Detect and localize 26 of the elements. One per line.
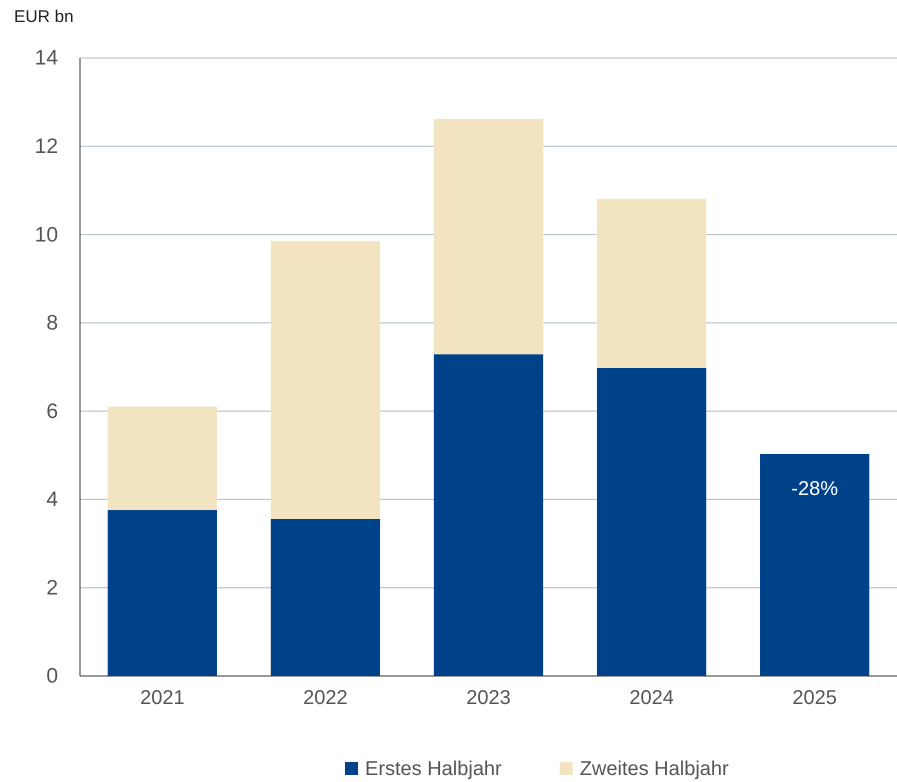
x-tick-label: 2025 (792, 687, 837, 710)
x-tick-label: 2021 (140, 687, 185, 710)
bar (434, 118, 544, 354)
bar (108, 406, 217, 510)
legend-label: Erstes Halbjahr (365, 758, 502, 780)
bar (270, 518, 380, 676)
bar (108, 510, 217, 676)
legend-label: Zweites Halbjahr (580, 758, 730, 780)
x-tick-label: 2022 (303, 687, 348, 710)
y-tick-label: 12 (34, 135, 58, 158)
y-tick-label: 8 (46, 312, 58, 335)
x-tick-label: 2023 (466, 687, 511, 710)
bar (434, 354, 544, 676)
bar (760, 454, 870, 676)
bar (596, 368, 706, 676)
y-tick-label: 10 (34, 223, 58, 246)
y-tick-label: 4 (46, 488, 58, 512)
bar (596, 198, 706, 368)
bar (270, 241, 380, 519)
y-tick-label: 0 (46, 664, 58, 688)
annotation: -28% (791, 478, 838, 500)
x-tick-label: 2024 (629, 687, 674, 710)
y-tick-label: 14 (34, 46, 58, 70)
y-axis-title: EUR bn (14, 7, 74, 26)
y-tick-label: 2 (46, 576, 58, 600)
y-tick-label: 6 (46, 400, 58, 423)
